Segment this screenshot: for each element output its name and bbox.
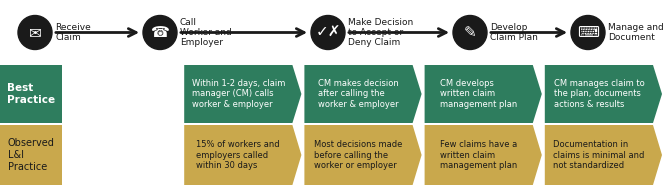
Circle shape (311, 16, 345, 50)
Text: Receive
Claim: Receive Claim (55, 23, 91, 42)
Circle shape (571, 16, 605, 50)
Text: ☎: ☎ (151, 25, 170, 40)
Text: Within 1-2 days, claim
manager (CM) calls
worker & employer: Within 1-2 days, claim manager (CM) call… (192, 79, 285, 109)
Text: CM makes decision
after calling the
worker & employer: CM makes decision after calling the work… (318, 79, 399, 109)
Text: Manage and
Document: Manage and Document (608, 23, 663, 42)
Text: Best
Practice: Best Practice (7, 83, 55, 105)
Text: ✉: ✉ (29, 25, 41, 40)
Text: Documentation in
claims is minimal and
not standardized: Documentation in claims is minimal and n… (553, 140, 644, 170)
Polygon shape (304, 65, 422, 123)
Text: CM manages claim to
the plan, documents
actions & results: CM manages claim to the plan, documents … (554, 79, 644, 109)
Text: ✎: ✎ (463, 25, 477, 40)
Polygon shape (184, 65, 302, 123)
Polygon shape (424, 65, 542, 123)
Text: ⌨: ⌨ (577, 25, 599, 40)
Text: Observed
L&I
Practice: Observed L&I Practice (7, 138, 54, 172)
Text: Few claims have a
written claim
management plan: Few claims have a written claim manageme… (440, 140, 517, 170)
Circle shape (453, 16, 487, 50)
Circle shape (18, 16, 52, 50)
Polygon shape (184, 125, 302, 185)
Text: Call
Worker and
Employer: Call Worker and Employer (180, 18, 232, 47)
Text: CM develops
written claim
management plan: CM develops written claim management pla… (440, 79, 517, 109)
FancyBboxPatch shape (0, 125, 62, 185)
Polygon shape (545, 65, 662, 123)
Text: 15% of workers and
employers called
within 30 days: 15% of workers and employers called with… (196, 140, 280, 170)
Text: Most decisions made
before calling the
worker or employer: Most decisions made before calling the w… (314, 140, 402, 170)
Circle shape (143, 16, 177, 50)
FancyBboxPatch shape (0, 65, 62, 123)
Text: ✓✗: ✓✗ (315, 25, 341, 40)
Polygon shape (545, 125, 662, 185)
Polygon shape (304, 125, 422, 185)
Text: Develop
Claim Plan: Develop Claim Plan (490, 23, 538, 42)
Text: Make Decision
to Accept or
Deny Claim: Make Decision to Accept or Deny Claim (348, 18, 413, 47)
Polygon shape (424, 125, 542, 185)
